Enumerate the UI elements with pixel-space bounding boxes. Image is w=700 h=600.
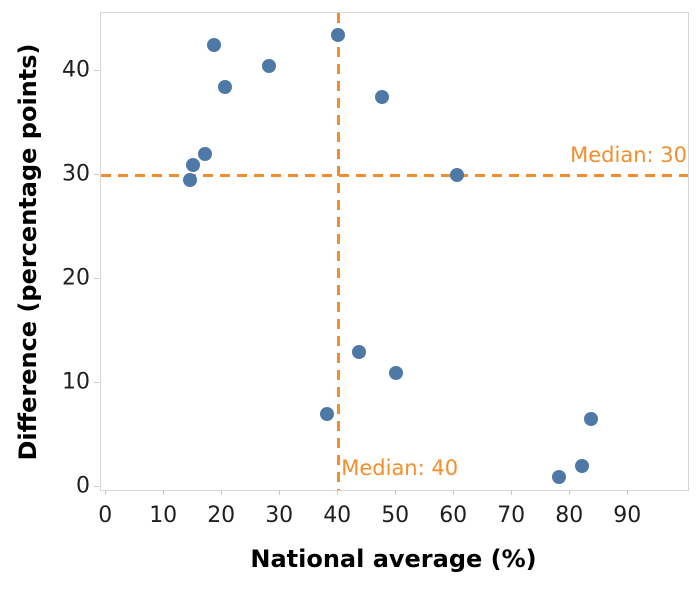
- x-tick-mark: [453, 490, 455, 495]
- x-tick-mark: [395, 490, 397, 495]
- x-tick-mark: [627, 490, 629, 495]
- data-point[interactable]: [389, 365, 404, 380]
- median-reference-line: [337, 13, 341, 490]
- x-tick-mark: [221, 490, 223, 495]
- x-tick-mark: [105, 490, 107, 495]
- x-tick-label: 0: [98, 503, 113, 528]
- x-tick-label: 20: [207, 503, 236, 528]
- x-tick-label: 10: [149, 503, 178, 528]
- data-point[interactable]: [186, 157, 201, 172]
- data-point[interactable]: [574, 459, 589, 474]
- y-tick-mark: [94, 382, 99, 383]
- data-point[interactable]: [374, 90, 389, 105]
- data-point[interactable]: [261, 59, 276, 73]
- y-tick-mark: [94, 70, 99, 72]
- data-point[interactable]: [218, 79, 233, 94]
- x-tick-label: 60: [439, 503, 468, 528]
- x-tick-label: 50: [381, 503, 410, 528]
- y-tick-label: 20: [62, 265, 90, 291]
- data-point[interactable]: [551, 469, 566, 484]
- data-point[interactable]: [319, 407, 334, 422]
- data-point[interactable]: [450, 168, 465, 183]
- x-tick-mark: [511, 490, 513, 495]
- x-tick-mark: [163, 490, 165, 495]
- x-tick-label: 30: [265, 503, 294, 528]
- y-tick-mark: [94, 485, 99, 487]
- data-point[interactable]: [206, 38, 221, 53]
- x-tick-mark: [279, 490, 281, 495]
- x-tick-label: 70: [497, 503, 526, 528]
- x-tick-mark: [337, 490, 339, 495]
- x-axis-title: National average (%): [250, 545, 537, 573]
- y-tick-label: 30: [62, 161, 90, 187]
- data-point[interactable]: [197, 147, 212, 162]
- plot-area: [100, 12, 689, 491]
- y-axis-title: Difference (percentage points): [14, 43, 42, 461]
- y-tick-label: 0: [76, 473, 90, 499]
- x-tick-label: 80: [555, 503, 584, 528]
- x-tick-label: 40: [323, 503, 352, 528]
- y-tick-label: 10: [62, 369, 90, 395]
- data-point[interactable]: [583, 412, 598, 427]
- y-tick-mark: [94, 174, 99, 176]
- data-point[interactable]: [183, 173, 198, 188]
- data-point[interactable]: [351, 344, 366, 359]
- median-reference-line: [101, 174, 688, 178]
- median-label: Median: 30: [570, 143, 687, 168]
- y-tick-label: 40: [62, 57, 90, 83]
- x-tick-label: 90: [613, 503, 642, 528]
- median-label: Median: 40: [341, 456, 459, 480]
- data-point[interactable]: [331, 27, 346, 42]
- y-tick-mark: [94, 278, 99, 279]
- x-tick-mark: [569, 490, 571, 495]
